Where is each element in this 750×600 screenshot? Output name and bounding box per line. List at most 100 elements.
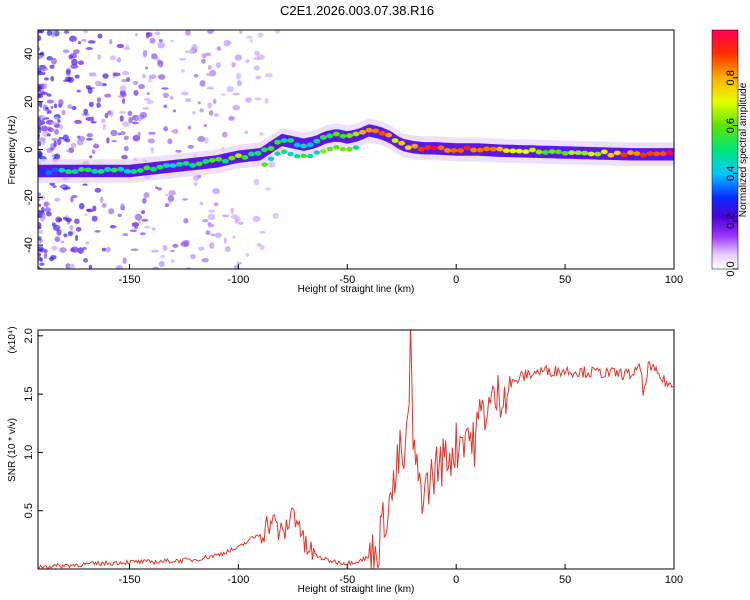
noise-blob [88, 264, 93, 269]
noise-blob [213, 202, 219, 207]
ridge-point [274, 139, 282, 145]
noise-blob [97, 33, 103, 39]
ridge-point [156, 164, 164, 170]
ridge-point [457, 148, 465, 153]
ridge-point [221, 158, 229, 164]
noise-blob [59, 124, 64, 130]
ridge-branch-point [346, 147, 353, 152]
noise-blob [84, 213, 88, 217]
noise-blob [38, 119, 42, 127]
ridge-point [561, 150, 569, 156]
ridge-point [136, 168, 144, 173]
noise-blob [151, 53, 158, 60]
noise-blob [151, 227, 156, 231]
noise-blob [96, 102, 101, 108]
x-tick-label: 100 [665, 274, 683, 286]
ridge-point [653, 151, 661, 157]
noise-blob [163, 126, 169, 132]
spectrogram-y-label: Frequency (Hz) [7, 116, 18, 185]
ridge-point [365, 127, 373, 133]
ridge-point [241, 155, 249, 160]
noise-blob [220, 93, 227, 96]
noise-blob [148, 77, 152, 83]
noise-blob [109, 38, 113, 45]
noise-blob [57, 138, 62, 146]
noise-blob [267, 160, 276, 168]
noise-blob [119, 115, 124, 122]
noise-blob [150, 146, 154, 154]
noise-blob [46, 133, 51, 137]
noise-blob [165, 193, 169, 197]
ridge-branch-point [300, 153, 307, 159]
x-tick-label: -100 [227, 274, 249, 286]
noise-blob [96, 97, 102, 103]
spectrogram-x-ticks: -150 -100 -50 0 50 100 [118, 264, 683, 286]
noise-blob [74, 74, 80, 79]
noise-blob [70, 142, 77, 149]
noise-blob [38, 30, 43, 34]
ridge-point [208, 157, 216, 163]
noise-blob [116, 43, 125, 49]
noise-blob [111, 139, 118, 143]
noise-blob [38, 101, 42, 107]
colorbar-tick-label: 0.8 [725, 70, 737, 85]
noise-blob [216, 46, 222, 51]
noise-blob [207, 102, 213, 109]
snr-y-ticks: 0.5 1.0 1.5 2.0 [23, 328, 43, 518]
noise-blob [105, 246, 111, 253]
noise-blob [50, 106, 54, 109]
noise-blob [50, 121, 58, 126]
ridge-point [528, 147, 536, 153]
noise-blob [125, 44, 129, 50]
noise-blob [253, 65, 260, 71]
ridge-point [306, 142, 314, 148]
ridge-branch-point [320, 149, 327, 154]
noise-blob [38, 89, 41, 93]
noise-blob [51, 245, 58, 251]
noise-blob [73, 49, 80, 54]
noise-blob [168, 189, 176, 196]
ridge-point [430, 145, 438, 151]
noise-blob [62, 49, 70, 54]
noise-blob [254, 97, 262, 101]
colorbar-tick-label: 0.6 [725, 118, 737, 133]
noise-blob [40, 126, 49, 132]
noise-blob [119, 85, 127, 92]
noise-blob [47, 127, 55, 133]
noise-blob [122, 233, 129, 237]
noise-blob [69, 224, 74, 231]
noise-blob [199, 201, 204, 206]
ridge-point [483, 146, 491, 152]
noise-blob [157, 187, 163, 191]
ridge-point [97, 169, 105, 174]
noise-blob [38, 140, 42, 147]
noise-blob [224, 246, 231, 253]
noise-blob [54, 128, 59, 135]
noise-blob [209, 72, 216, 77]
noise-blob [51, 137, 59, 142]
noise-blob [55, 216, 62, 223]
noise-blob [39, 66, 48, 72]
noise-blob [161, 87, 169, 90]
ridge-point [659, 151, 667, 157]
x-tick-label: -150 [118, 274, 140, 286]
noise-blob [207, 65, 212, 70]
noise-blob [144, 225, 151, 229]
noise-blob [117, 213, 122, 217]
noise-blob [187, 125, 192, 130]
noise-blob [38, 125, 41, 131]
noise-blob [77, 60, 85, 66]
noise-blob [64, 135, 70, 139]
ridge-point [117, 166, 125, 172]
noise-blob [133, 90, 139, 96]
noise-blob [50, 75, 54, 82]
ridge-point [254, 150, 262, 156]
noise-blob [108, 208, 115, 215]
noise-blob [101, 247, 107, 252]
noise-blob [122, 257, 127, 264]
noise-blob [234, 54, 243, 61]
noise-blob [157, 74, 166, 80]
snr-marks [38, 330, 674, 569]
noise-blob [58, 99, 64, 106]
noise-blob [85, 241, 90, 245]
